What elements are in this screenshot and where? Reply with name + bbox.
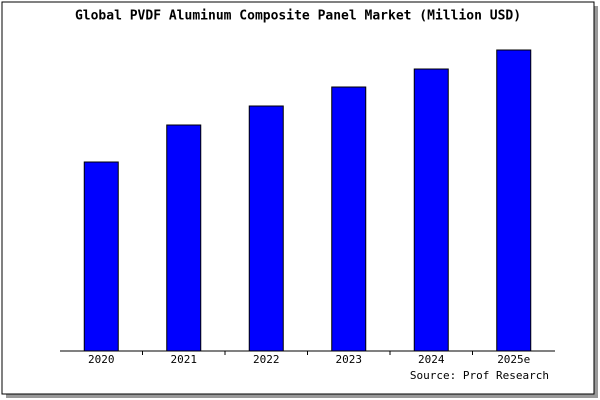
bar <box>496 49 532 352</box>
x-tick-label: 2023 <box>336 353 363 366</box>
x-tick-label: 2022 <box>253 353 280 366</box>
bar <box>413 68 449 352</box>
x-tick-label: 2021 <box>171 353 198 366</box>
bar <box>166 124 202 352</box>
x-tick-label: 2020 <box>88 353 115 366</box>
bar <box>83 161 119 352</box>
bar <box>248 105 284 352</box>
x-tick-label: 2025e <box>497 353 530 366</box>
x-tick-label: 2024 <box>418 353 445 366</box>
source-note: Source: Prof Research <box>410 369 549 382</box>
bar <box>331 86 367 352</box>
chart-title: Global PVDF Aluminum Composite Panel Mar… <box>75 9 521 24</box>
